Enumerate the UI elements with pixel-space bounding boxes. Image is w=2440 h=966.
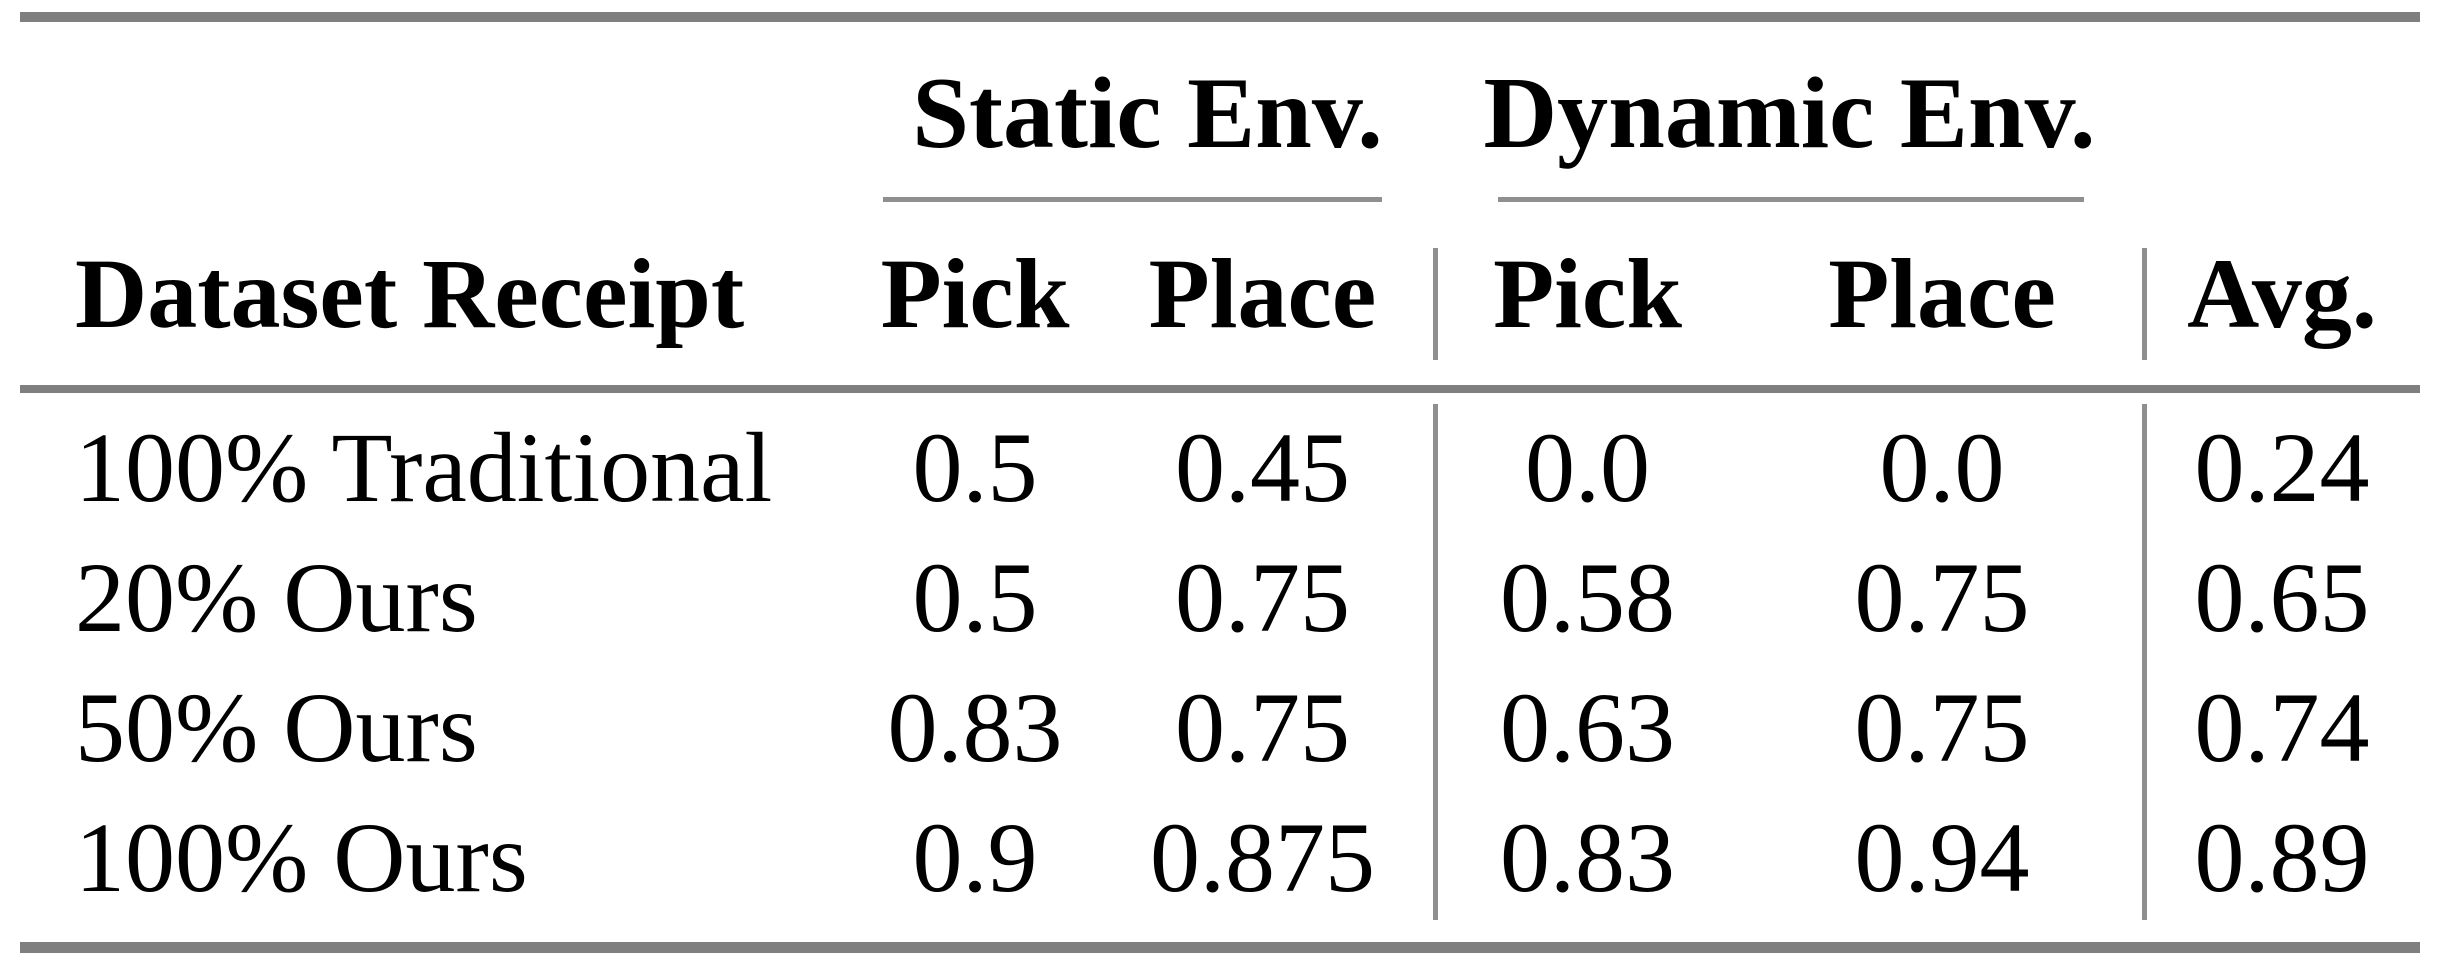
value-cell-static-pick: 0.9 — [912, 802, 1038, 913]
results-table: Static Env. Dynamic Env. Dataset Receipt… — [20, 12, 2420, 923]
cmidrule-dynamic — [1498, 197, 2085, 202]
value-cell-dynamic-pick: 0.0 — [1525, 412, 1650, 523]
value-cell-static-place: 0.75 — [1175, 672, 1350, 783]
row-label-cell: 50% Ours — [75, 672, 478, 783]
group-spacer-left — [20, 12, 860, 202]
value-cell-static-place: 0.45 — [1175, 412, 1350, 523]
column-group-row: Static Env. Dynamic Env. — [20, 12, 2420, 202]
header-avg: Avg. — [2187, 237, 2377, 349]
header-dataset-receipt: Dataset Receipt — [75, 237, 745, 349]
value-cell-avg: 0.74 — [2194, 672, 2370, 783]
value-cell-dynamic-place: 0.75 — [1854, 672, 2030, 783]
vertical-rule-static-dynamic-header — [1433, 248, 1438, 360]
vertical-rule-avg-header — [2142, 248, 2147, 360]
value-cell-dynamic-place: 0.94 — [1854, 802, 2030, 913]
cmidrule-static — [883, 197, 1382, 202]
static-env-group-label: Static Env. — [912, 57, 1383, 170]
header-static-place: Place — [1148, 237, 1377, 349]
vertical-rule-avg-body — [2142, 404, 2147, 920]
value-cell-dynamic-pick: 0.58 — [1500, 542, 1675, 653]
value-cell-static-place: 0.875 — [1150, 802, 1375, 913]
value-cell-avg: 0.65 — [2194, 542, 2370, 653]
value-cell-dynamic-place: 0.75 — [1854, 542, 2030, 653]
table-row: 100% Ours 0.9 0.875 0.83 0.94 0.89 — [20, 793, 2420, 923]
value-cell-dynamic-pick: 0.63 — [1500, 672, 1675, 783]
header-dynamic-place: Place — [1828, 237, 2056, 349]
header-static-pick: Pick — [880, 237, 1070, 349]
header-dynamic-pick: Pick — [1493, 237, 1682, 349]
column-header-row: Dataset Receipt Pick Place Pick Place Av… — [20, 202, 2420, 385]
table-row: 100% Traditional 0.5 0.45 0.0 0.0 0.24 — [20, 385, 2420, 533]
row-label-cell: 20% Ours — [75, 542, 478, 653]
value-cell-static-pick: 0.5 — [912, 542, 1038, 653]
dynamic-env-group-label: Dynamic Env. — [1483, 57, 2096, 170]
column-group-dynamic-env: Dynamic Env. — [1435, 12, 2144, 202]
row-label-cell: 100% Ours — [75, 802, 528, 913]
table-mid-rule — [20, 385, 2420, 393]
group-spacer-right — [2144, 12, 2420, 202]
value-cell-dynamic-place: 0.0 — [1879, 412, 2005, 523]
value-cell-avg: 0.24 — [2194, 412, 2370, 523]
table-bottom-rule — [20, 942, 2420, 953]
table-row: 50% Ours 0.83 0.75 0.63 0.75 0.74 — [20, 663, 2420, 793]
value-cell-avg: 0.89 — [2194, 802, 2370, 913]
vertical-rule-static-dynamic-body — [1433, 404, 1438, 920]
table-top-rule — [20, 12, 2420, 22]
value-cell-static-pick: 0.83 — [887, 672, 1063, 783]
value-cell-dynamic-pick: 0.83 — [1500, 802, 1675, 913]
row-label-cell: 100% Traditional — [75, 412, 773, 523]
table-row: 20% Ours 0.5 0.75 0.58 0.75 0.65 — [20, 533, 2420, 663]
value-cell-static-place: 0.75 — [1175, 542, 1350, 653]
column-group-static-env: Static Env. — [860, 12, 1435, 202]
value-cell-static-pick: 0.5 — [912, 412, 1038, 523]
